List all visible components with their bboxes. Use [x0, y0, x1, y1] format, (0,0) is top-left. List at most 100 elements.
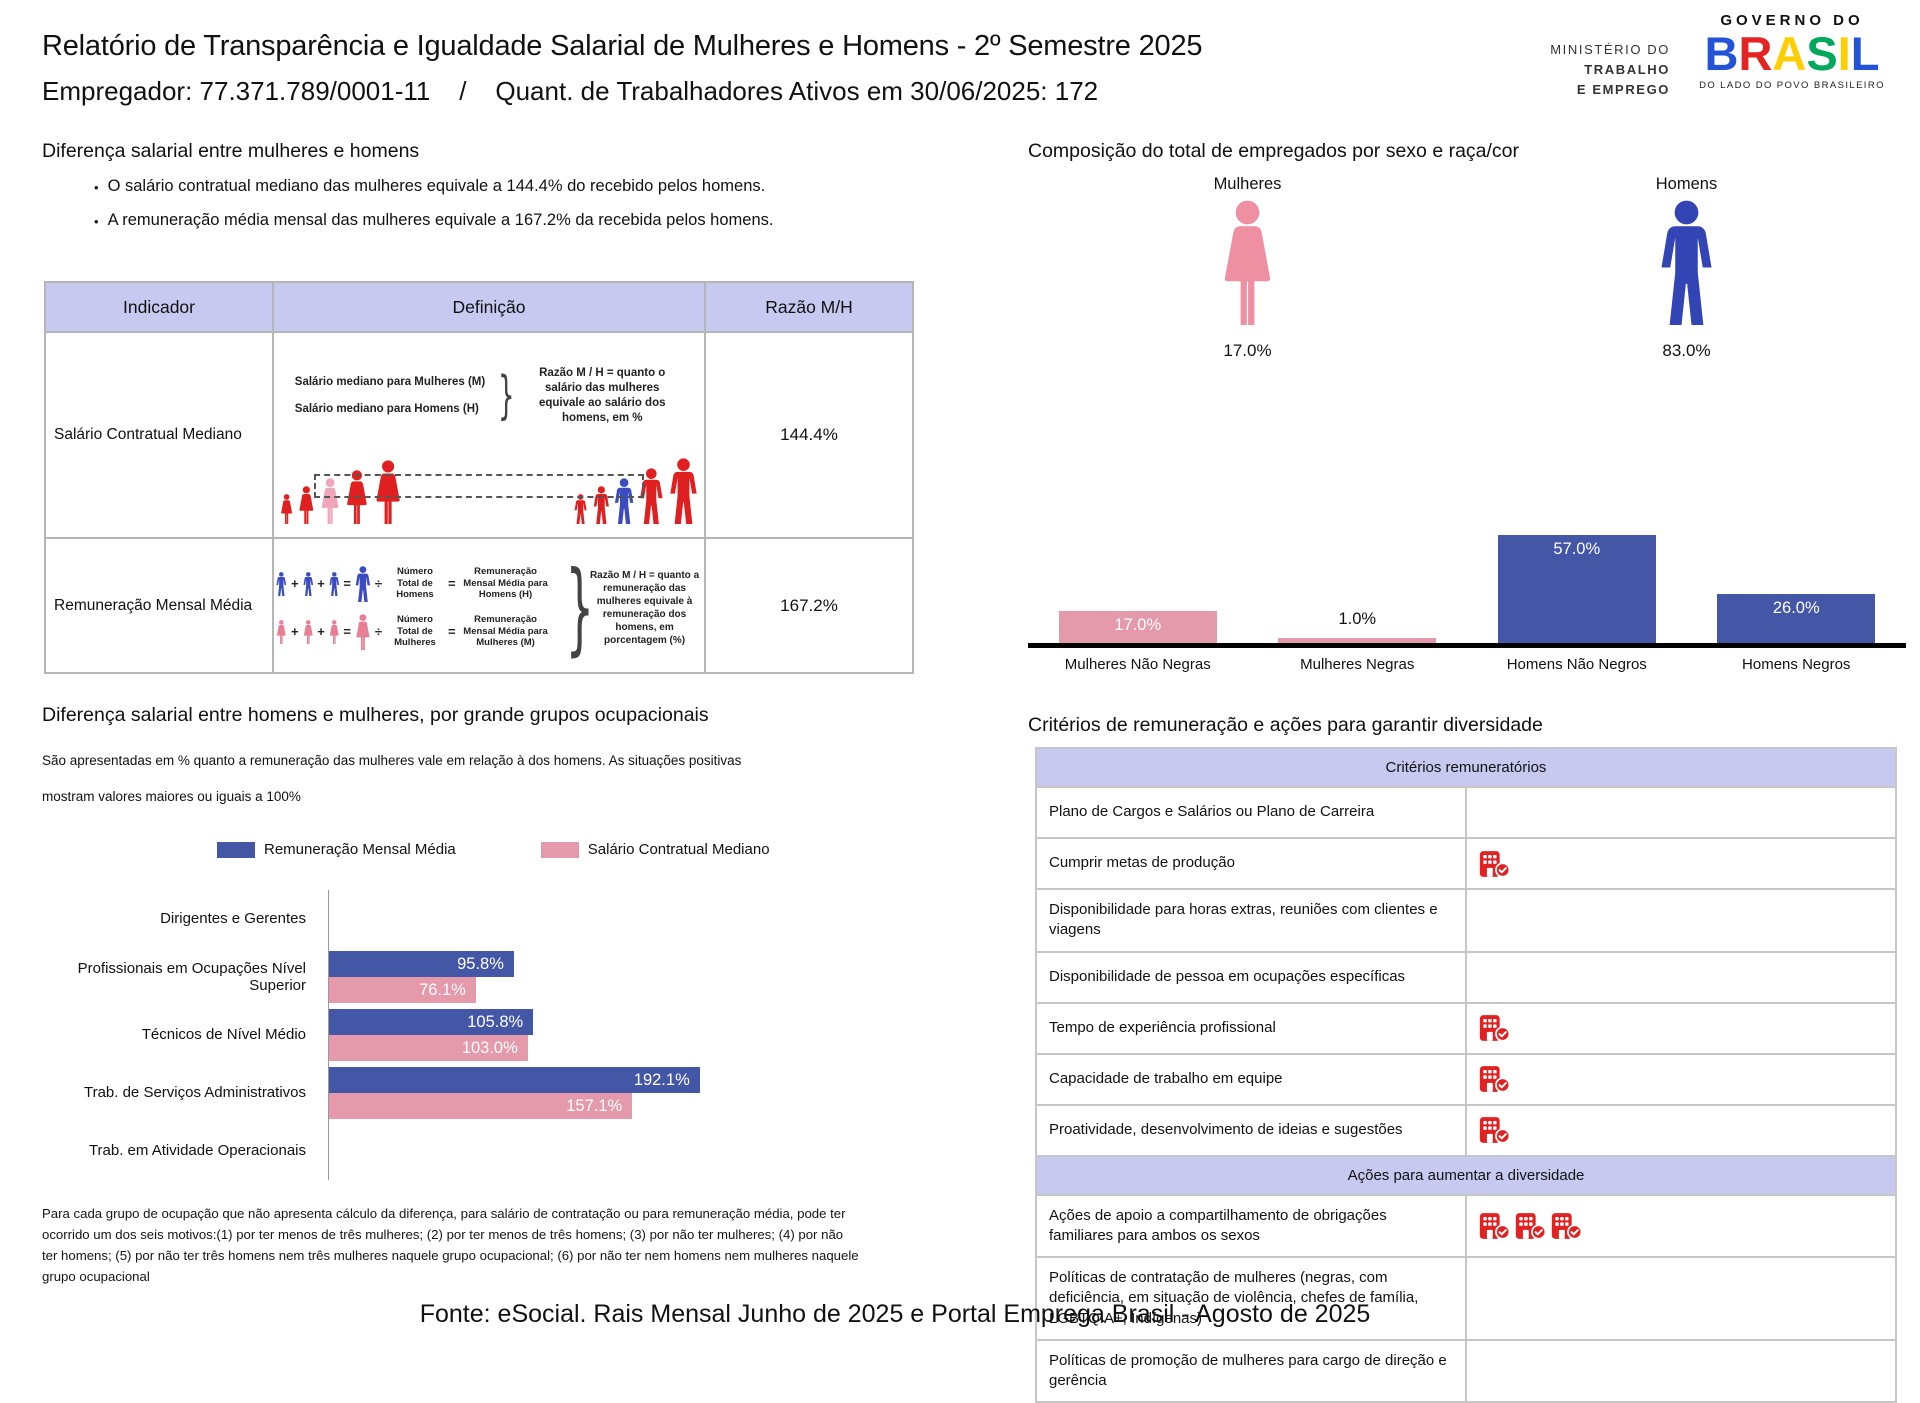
criteria-check-icons [1479, 1014, 1883, 1043]
criteria-section-header: Critérios remuneratórios [1035, 747, 1897, 788]
brasil-wordmark: BRASIL [1684, 29, 1900, 78]
criteria-row-label: Capacidade de trabalho em equipe [1035, 1052, 1467, 1106]
criteria-row: Cumprir metas de produção [1035, 837, 1897, 890]
occupation-bar: 157.1% [329, 1093, 633, 1119]
paygap-row-remuneracao-media: Remuneração Mensal Média + + = ÷ [44, 537, 914, 674]
man-icon [355, 566, 371, 602]
race-bar-value: 17.0% [1114, 615, 1162, 634]
occupation-bars [328, 1122, 922, 1180]
criteria-check-cell [1465, 1338, 1897, 1403]
ministry-logo: MINISTÉRIO DO TRABALHO E EMPREGO [1536, 40, 1670, 100]
criteria-check-cell [1465, 837, 1897, 890]
criteria-check-cell [1465, 888, 1897, 953]
legend-item: Remuneração Mensal Média [217, 841, 456, 858]
race-bar-value: 57.0% [1553, 539, 1601, 558]
woman-icon [276, 620, 287, 644]
man-icon [329, 572, 340, 596]
governo-do-brasil-logo: GOVERNO DO BRASIL DO LADO DO POVO BRASIL… [1684, 12, 1900, 91]
man-icon [276, 572, 287, 596]
plus-sign: + [291, 576, 299, 591]
occupation-category-label: Trab. de Serviços Administrativos [83, 1084, 306, 1102]
occupation-chart: Dirigentes e Gerentes Profissionais em Oc… [42, 890, 922, 1180]
criteria-row-label: Tempo de experiência profissional [1035, 1001, 1467, 1055]
legend-item: Salário Contratual Mediano [540, 841, 770, 858]
criteria-check-icons [1479, 798, 1883, 827]
brasil-letter: I [1837, 27, 1851, 80]
criteria-row: Ações de apoio a compartilhamento de obr… [1035, 1193, 1897, 1258]
criteria-section-header-row: Critérios remuneratórios [1035, 747, 1897, 788]
equals-sign: = [343, 576, 352, 591]
woman-icon [355, 614, 371, 650]
race-chart-bars: 17.0% 1.0% 57.0% 26.0% [1028, 518, 1906, 648]
occupation-bars: 192.1% 157.1% [328, 1064, 922, 1122]
paygap-bullets: • O salário contratual mediano das mulhe… [94, 177, 922, 233]
brace-glyph: } [498, 365, 515, 426]
race-bar: 26.0% [1717, 593, 1876, 643]
paygap-section-title: Diferença salarial entre mulheres e home… [42, 140, 420, 162]
composition-section-title: Composição do total de empregados por se… [1028, 140, 1520, 162]
woman-icon [298, 486, 315, 524]
definition-diagram-salario-mediano: Salário mediano para Mulheres (M) Salári… [272, 331, 706, 539]
brasil-letter: L [1850, 27, 1880, 80]
occupation-legend: Remuneração Mensal Média Salário Contratu… [217, 841, 922, 858]
occupation-category-label: Trab. em Atividade Operacionais [88, 1142, 306, 1160]
criteria-row-label: Políticas de contratação de mulheres (ne… [1035, 1256, 1467, 1341]
woman-pictogram-icon [1220, 200, 1275, 325]
man-icon [669, 458, 698, 524]
gov-logo-top: GOVERNO DO [1720, 12, 1864, 29]
criteria-row: Disponibilidade de pessoa em ocupações e… [1035, 950, 1897, 1004]
median-dashed-box [314, 473, 644, 498]
men-composition: Homens 83.0% [1467, 175, 1906, 361]
definition-diagram-remuneracao-media: + + = ÷ Número Total de Homens = Remuner… [272, 537, 706, 674]
occupation-chart-row: Profissionais em Ocupações Nível Superio… [42, 948, 922, 1006]
criteria-row-label: Ações de apoio a compartilhamento de obr… [1035, 1193, 1467, 1258]
employer-line: Empregador: 77.371.789/0001-11 / Quant. … [42, 76, 1099, 106]
paygap-bullet-2: • A remuneração média mensal das mulhere… [94, 211, 922, 233]
ministry-line2: TRABALHO [1584, 62, 1670, 77]
occupation-footnote: Para cada grupo de ocupação que não apre… [42, 1206, 859, 1284]
paygap-bullet-2-text: A remuneração média mensal das mulheres … [107, 211, 774, 229]
criteria-row: Proatividade, desenvolvimento de ideias … [1035, 1103, 1897, 1157]
man-icon [303, 572, 314, 596]
ministry-line3: E EMPREGO [1576, 82, 1670, 97]
occupation-bars: 105.8% 103.0% [328, 1006, 922, 1064]
bullet-dot: • [94, 180, 99, 195]
occupation-section-desc: São apresentadas em % quanto a remuneraç… [42, 753, 742, 804]
criteria-row-label: Proatividade, desenvolvimento de ideias … [1035, 1103, 1467, 1157]
race-category-label: Homens Negros [1742, 656, 1851, 673]
race-chart-labels: Mulheres Não Negras Mulheres Negras Homens… [1028, 656, 1906, 673]
paygap-col-indicador: Indicador [44, 281, 274, 333]
woman-icon [303, 620, 314, 644]
criteria-check-icons [1479, 1116, 1883, 1145]
race-bar: 17.0% [1058, 610, 1217, 643]
ratio-remuneracao-media: 167.2% [704, 537, 914, 674]
criteria-check-cell [1465, 1001, 1897, 1055]
legend-label: Remuneração Mensal Média [264, 841, 456, 858]
equals-sign: = [343, 624, 352, 639]
criteria-check-cell [1465, 1052, 1897, 1106]
criteria-row: Políticas de promoção de mulheres para c… [1035, 1338, 1897, 1403]
criteria-check-icons [1479, 1211, 1883, 1240]
women-composition: Mulheres 17.0% [1028, 175, 1467, 361]
occupation-category-label: Dirigentes e Gerentes [160, 910, 306, 928]
race-category-label: Mulheres Negras [1300, 656, 1415, 673]
occupation-bar: 192.1% [329, 1067, 700, 1093]
paygap-row-salario-mediano: Salário Contratual Mediano Salário media… [44, 331, 914, 539]
paygap-bullet-1: • O salário contratual mediano das mulhe… [94, 177, 922, 199]
race-category-label: Homens Não Negros [1506, 656, 1647, 673]
indicator-salario-mediano: Salário Contratual Mediano [44, 331, 274, 539]
woman-icon [280, 494, 293, 524]
criteria-check-icons [1479, 1065, 1883, 1094]
company-check-icon [1479, 1117, 1510, 1144]
brasil-letter: B [1704, 27, 1739, 80]
race-bar [1278, 638, 1437, 643]
occupation-category-label: Técnicos de Nível Médio [141, 1026, 306, 1044]
company-check-icon [1479, 850, 1510, 878]
race-bar-value: 26.0% [1772, 598, 1820, 617]
occupation-bar: 76.1% [329, 977, 476, 1003]
ratio-explanation-1: Razão M / H = quanto o salário das mulhe… [538, 367, 666, 424]
ratio-salario-mediano: 144.4% [704, 331, 914, 539]
woman-icon [329, 620, 340, 644]
criteria-check-cell [1465, 1256, 1897, 1341]
occupation-bars: 95.8% 76.1% [328, 948, 922, 1006]
